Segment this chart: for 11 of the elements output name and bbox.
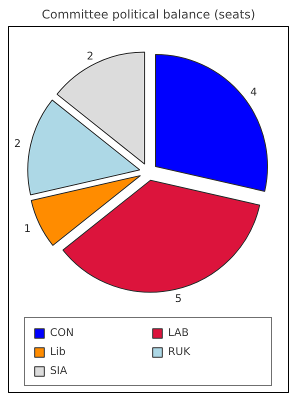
legend-label: RUK [168, 345, 192, 358]
legend-label: SIA [50, 364, 68, 377]
legend-label: Lib [50, 345, 67, 358]
chart-title: Committee political balance (seats) [42, 8, 256, 22]
legend-label: CON [50, 326, 75, 339]
data-label: 2 [86, 49, 94, 62]
data-label: 1 [24, 222, 31, 235]
data-label: 4 [250, 85, 258, 98]
data-label: 5 [175, 292, 182, 305]
data-label: 2 [14, 137, 21, 150]
legend-label: LAB [168, 326, 190, 339]
